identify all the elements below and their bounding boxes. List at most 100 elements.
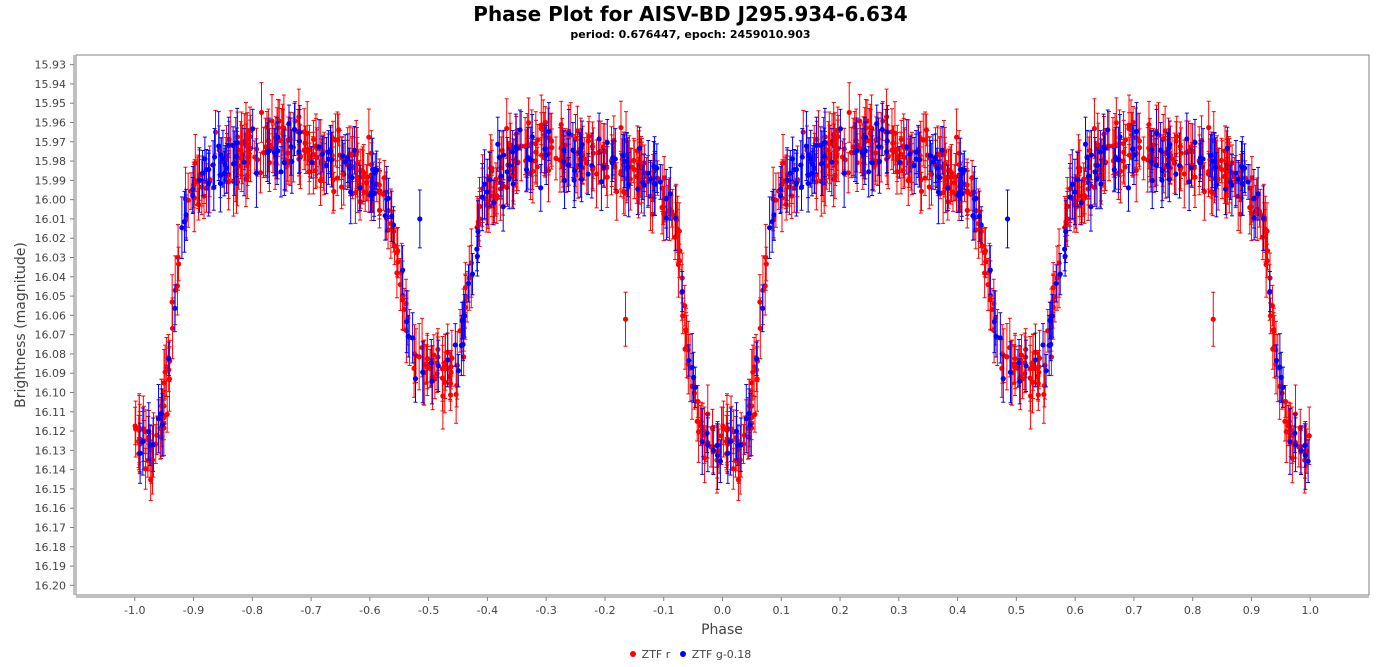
chart-subtitle: period: 0.676447, epoch: 2459010.903 (570, 28, 811, 41)
data-point (174, 283, 181, 289)
data-point (1273, 357, 1280, 364)
data-point (306, 146, 313, 153)
data-point (338, 184, 345, 190)
data-point (416, 354, 422, 360)
x-tick-label: 0.9 (1243, 604, 1261, 617)
data-point (669, 211, 676, 217)
data-point (596, 136, 602, 142)
data-point (894, 146, 900, 153)
data-point (889, 129, 895, 135)
data-point (940, 190, 946, 196)
data-point (269, 118, 275, 124)
data-point (1280, 384, 1286, 390)
data-point (1012, 356, 1018, 362)
data-point (845, 170, 851, 176)
y-tick-label: 16.12 (35, 425, 67, 438)
data-point (192, 160, 198, 166)
data-point (342, 159, 348, 165)
data-point (1113, 120, 1119, 126)
data-point (317, 177, 324, 184)
y-tick-label: 15.98 (35, 155, 67, 168)
data-point (1177, 143, 1183, 150)
data-point (676, 228, 682, 234)
y-tick-label: 16.00 (35, 194, 67, 207)
data-point (296, 149, 302, 155)
data-point (257, 170, 264, 176)
data-point (951, 180, 957, 186)
data-point (763, 254, 769, 260)
data-point (952, 174, 958, 180)
data-point (445, 357, 451, 363)
data-point (504, 169, 510, 175)
data-point (922, 175, 928, 181)
data-point (717, 458, 723, 464)
data-point (1205, 171, 1212, 177)
data-point (1260, 215, 1266, 221)
data-point (1271, 344, 1277, 350)
data-point (449, 355, 455, 361)
data-point (675, 261, 682, 268)
x-axis-ticks: -1.0 -0.9 -0.8 -0.7 -0.6 -0.5 -0.4 -0.3 -0.2 -0.1… (124, 597, 1319, 617)
data-point (1218, 157, 1225, 164)
data-point (278, 138, 284, 144)
data-point (1072, 198, 1079, 205)
data-point (351, 147, 358, 153)
data-point (926, 184, 932, 190)
data-point (565, 162, 572, 168)
data-point (331, 188, 337, 194)
data-point (538, 126, 544, 132)
x-tick-label: -0.3 (535, 604, 556, 617)
data-point (1209, 158, 1215, 164)
data-point (942, 177, 948, 183)
y-tick-label: 16.14 (35, 464, 67, 477)
y-tick-label: 16.10 (35, 387, 67, 400)
data-point (1032, 357, 1039, 363)
data-point (1238, 163, 1245, 169)
data-point (1097, 149, 1103, 155)
x-tick-label: -0.1 (653, 604, 674, 617)
data-point (316, 144, 322, 150)
x-tick-label: 0.7 (1125, 604, 1143, 617)
data-point (163, 364, 169, 370)
data-point (332, 137, 339, 143)
data-point (927, 153, 934, 159)
data-point (846, 109, 852, 116)
data-point (1224, 145, 1230, 152)
data-point (1305, 458, 1311, 464)
x-tick-label: 0.3 (890, 604, 908, 617)
y-tick-label: 15.97 (35, 136, 67, 149)
x-tick-label: -0.9 (183, 604, 204, 617)
data-point (549, 138, 555, 144)
data-point (920, 137, 926, 143)
data-point (546, 128, 552, 135)
data-point (884, 149, 890, 155)
data-point (296, 114, 302, 120)
data-point (866, 138, 872, 144)
data-point (535, 137, 541, 143)
data-point (1233, 170, 1239, 176)
data-point (1091, 125, 1098, 132)
data-point (376, 189, 382, 195)
data-point (238, 141, 245, 147)
y-tick-label: 15.96 (35, 117, 67, 130)
y-tick-label: 16.11 (35, 406, 67, 419)
data-point (159, 422, 165, 428)
data-point (647, 176, 654, 182)
data-point (399, 267, 406, 273)
data-point (948, 170, 955, 176)
data-point (1092, 169, 1098, 175)
data-point (1057, 271, 1063, 277)
x-tick-label: -0.6 (359, 604, 380, 617)
y-tick-label: 15.94 (35, 78, 67, 91)
data-point (918, 188, 925, 194)
data-point (1120, 141, 1127, 147)
data-point (759, 305, 766, 311)
data-point (1034, 374, 1041, 380)
x-tick-label: 0.2 (831, 604, 849, 617)
y-tick-label: 16.19 (35, 560, 67, 573)
data-point (971, 189, 977, 195)
data-point (826, 141, 832, 147)
data-point (1306, 433, 1312, 439)
data-point (533, 141, 539, 147)
data-point (586, 133, 592, 140)
